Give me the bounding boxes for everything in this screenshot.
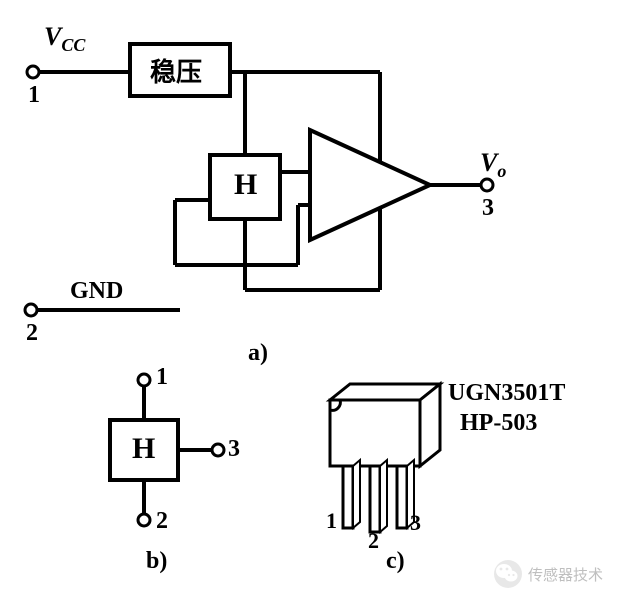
vout-label: Vo bbox=[480, 148, 506, 182]
partnum-2: HP-503 bbox=[460, 410, 537, 437]
caption-b: b) bbox=[146, 548, 167, 575]
b-pin3-label: 3 bbox=[228, 436, 240, 463]
pkg-leg1 bbox=[343, 466, 353, 528]
pkg-leg1-side bbox=[353, 460, 360, 528]
gnd-terminal bbox=[25, 304, 37, 316]
b-pin1-terminal bbox=[138, 374, 150, 386]
vcc-pin-label: 1 bbox=[28, 82, 40, 109]
pkg-leg2-side bbox=[380, 460, 387, 532]
pkg-leg3 bbox=[397, 466, 407, 528]
wechat-icon bbox=[494, 560, 522, 588]
pkg-leg2 bbox=[370, 466, 380, 532]
hall-text-a: H bbox=[234, 168, 257, 202]
c-pin1-label: 1 bbox=[326, 508, 337, 534]
partnum-1: UGN3501T bbox=[448, 380, 565, 407]
c-pin2-label: 2 bbox=[368, 528, 379, 554]
caption-a: a) bbox=[248, 340, 268, 367]
pkg-side-face bbox=[420, 384, 440, 466]
amp-triangle bbox=[310, 130, 430, 240]
gnd-label: GND bbox=[70, 278, 123, 305]
b-pin2-terminal bbox=[138, 514, 150, 526]
pkg-front-face bbox=[330, 400, 420, 466]
b-pin2-label: 2 bbox=[156, 508, 168, 535]
gnd-pin-label: 2 bbox=[26, 320, 38, 347]
b-pin3-terminal bbox=[212, 444, 224, 456]
watermark-text: 传感器技术 bbox=[528, 564, 603, 585]
b-pin1-label: 1 bbox=[156, 364, 168, 391]
hall-text-b: H bbox=[132, 432, 155, 466]
vout-pin-label: 3 bbox=[482, 195, 494, 222]
part-a bbox=[25, 44, 493, 316]
part-b bbox=[110, 374, 224, 526]
c-pin3-label: 3 bbox=[410, 510, 421, 536]
part-c bbox=[330, 384, 440, 532]
vcc-terminal bbox=[27, 66, 39, 78]
caption-c: c) bbox=[386, 548, 405, 575]
regulator-text: 稳压 bbox=[150, 52, 202, 89]
vcc-label: VCC bbox=[44, 22, 85, 56]
